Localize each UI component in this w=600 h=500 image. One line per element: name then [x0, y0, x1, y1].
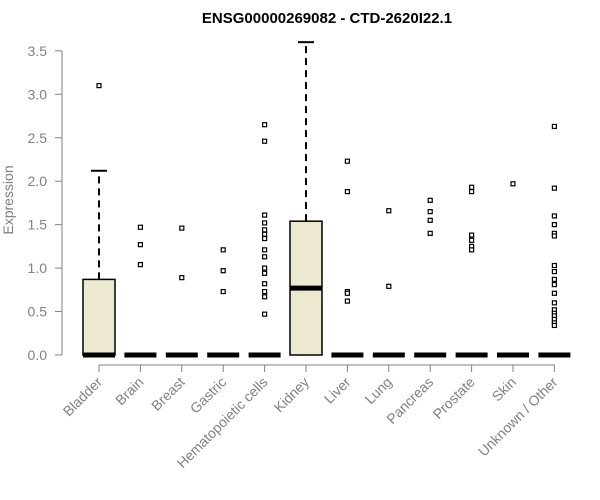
y-tick-label: 1.5 [28, 217, 48, 233]
outlier-point [262, 212, 268, 218]
outlier-point [262, 270, 268, 276]
outlier-point [551, 268, 558, 275]
outlier-point [262, 288, 268, 295]
x-tick-label: Bladder [60, 374, 106, 420]
y-tick-label: 0.5 [28, 304, 48, 320]
x-tick-label: Kidney [271, 374, 313, 416]
box-hematopoietic-cells [248, 122, 281, 358]
box-gastric [207, 247, 240, 358]
outlier-point [469, 247, 475, 253]
outlier-point [386, 208, 392, 214]
y-axis-label: Expression [0, 165, 16, 234]
outlier-point [469, 189, 475, 195]
x-tick-label: Liver [321, 374, 354, 407]
y-axis: 0.0 0.5 1.0 1.5 2.0 2.5 3.0 3.5 [28, 43, 63, 363]
x-tick-label: Prostate [430, 374, 478, 422]
y-tick-label: 2.5 [28, 130, 48, 146]
outlier-point [551, 233, 558, 239]
x-tick-label: Lung [362, 374, 395, 407]
outlier-point [262, 254, 268, 260]
outlier-point [469, 232, 475, 238]
outlier-point [344, 158, 350, 164]
outlier-point [344, 189, 350, 195]
y-tick-label: 1.0 [28, 260, 48, 276]
outlier-point [469, 237, 475, 243]
box-lung [372, 208, 405, 358]
outlier-point [551, 262, 558, 269]
y-tick-label: 2.0 [28, 173, 48, 189]
outlier-point [137, 262, 143, 268]
outlier-point [510, 181, 516, 187]
x-tick-label: Skin [489, 374, 520, 405]
y-tick-label: 3.5 [28, 43, 48, 59]
box-rect [82, 278, 116, 356]
box-brain [124, 224, 157, 358]
outlier-point [220, 247, 226, 253]
outlier-point [220, 288, 226, 295]
box-breast [165, 225, 198, 358]
outlier-point [551, 185, 558, 191]
outlier-point [551, 290, 558, 296]
box-prostate [455, 184, 488, 358]
outlier-point [220, 268, 226, 274]
outlier-point [179, 225, 185, 231]
outlier-point [551, 300, 558, 306]
y-tick-label: 3.0 [28, 86, 48, 102]
outlier-point [551, 282, 558, 288]
x-tick-label: Breast [148, 374, 188, 414]
box-liver [331, 158, 364, 358]
outlier-point [262, 138, 268, 144]
outlier-point [137, 224, 143, 230]
outlier-point [262, 247, 268, 253]
outlier-point [551, 322, 558, 329]
outlier-point [427, 209, 433, 215]
boxes-group [82, 41, 571, 358]
outlier-point [469, 184, 475, 190]
outlier-point [551, 276, 558, 282]
box-bladder [82, 83, 116, 358]
outlier-point [344, 290, 350, 296]
outlier-point [427, 197, 433, 203]
box-unknown-other [538, 123, 571, 358]
chart-title: ENSG00000269082 - CTD-2620I22.1 [202, 10, 452, 27]
x-tick-label: Unknown / Other [475, 374, 561, 460]
outlier-point [386, 283, 392, 289]
box-kidney [289, 41, 323, 356]
outlier-point [262, 294, 268, 300]
box-pancreas [414, 197, 447, 358]
outlier-point [96, 83, 102, 89]
outlier-point [551, 213, 558, 219]
outlier-point [179, 275, 185, 281]
outlier-point [262, 227, 268, 233]
box-skin [497, 181, 529, 358]
y-tick-label: 0.0 [28, 347, 48, 363]
outlier-point [262, 231, 268, 237]
outlier-point [427, 230, 433, 236]
outlier-point [137, 242, 143, 248]
x-tick-label: Brain [112, 374, 146, 408]
outlier-point [262, 311, 268, 317]
outlier-point [262, 265, 268, 271]
outlier-point [344, 298, 350, 304]
outlier-point [551, 222, 558, 228]
outlier-point [262, 220, 268, 226]
outlier-point [551, 123, 558, 130]
outlier-point [427, 217, 433, 223]
outlier-point [262, 281, 268, 287]
outlier-point [262, 122, 268, 128]
outlier-point [262, 235, 268, 242]
